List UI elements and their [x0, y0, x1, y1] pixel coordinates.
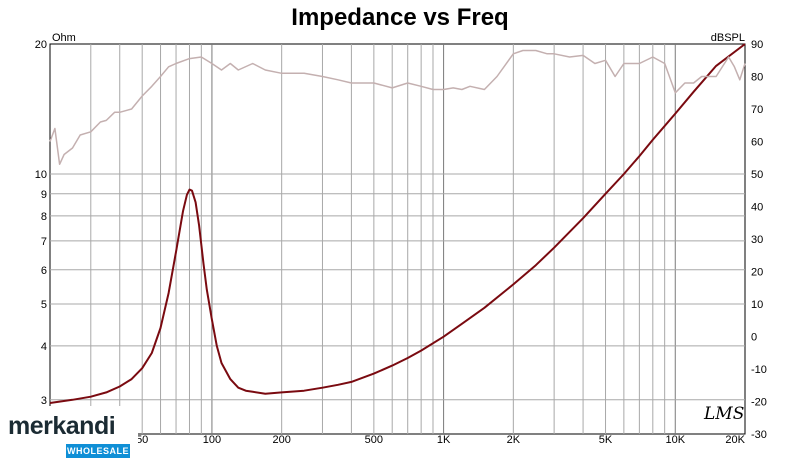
y-right-tick-label: 60 [751, 137, 763, 149]
y-right-tick-label: 10 [751, 299, 763, 311]
y-left-tick-label: 7 [41, 236, 47, 248]
y-left-tick-label: 6 [41, 265, 47, 277]
spl-line [49, 49, 746, 166]
y-left-tick-label: 5 [41, 299, 47, 311]
y-right-tick-label: 30 [751, 234, 763, 246]
logo-subtitle: WHOLESALE [66, 444, 130, 458]
impedance-line [49, 43, 746, 404]
y-right-tick-label: -30 [751, 429, 767, 441]
x-tick-label: 2K [507, 434, 521, 446]
y-right-tick-label: 0 [751, 332, 757, 344]
plot-frame [49, 43, 746, 435]
y-left-tick-label: 9 [41, 189, 47, 201]
y-right-tick-label: 20 [751, 267, 763, 279]
y-right-tick-label: 70 [751, 104, 763, 116]
y-left-tick-label: 4 [41, 341, 47, 353]
y-right-unit: dBSPL [711, 32, 745, 44]
x-tick-label: 500 [365, 434, 383, 446]
y-left-tick-label: 8 [41, 211, 47, 223]
y-left-tick-label: 20 [35, 39, 47, 51]
x-tick-label: 5K [599, 434, 613, 446]
x-tick-label: 10K [665, 434, 685, 446]
x-tick-label: 200 [272, 434, 290, 446]
x-tick-label: 1K [437, 434, 451, 446]
lms-signature: LMS [704, 404, 745, 424]
y-right-tick-label: 80 [751, 72, 763, 84]
y-left-tick-label: 3 [41, 395, 47, 407]
x-tick-label: 100 [203, 434, 221, 446]
y-right-tick-label: 40 [751, 202, 763, 214]
series-lines [49, 43, 746, 404]
y-right-tick-label: -20 [751, 397, 767, 409]
merkandi-logo: merkandi WHOLESALE [0, 406, 138, 462]
grid-lines [50, 44, 745, 434]
x-tick-label: 20K [725, 434, 745, 446]
chart-title: Impedance vs Freq [291, 4, 509, 31]
y-right-tick-label: 50 [751, 169, 763, 181]
y-left-unit: Ohm [52, 32, 76, 44]
y-right-tick-label: 90 [751, 39, 763, 51]
x-tick-label: 50 [136, 434, 148, 446]
y-right-tick-label: -10 [751, 364, 767, 376]
logo-name: merkandi [8, 412, 116, 440]
y-left-tick-label: 10 [35, 169, 47, 181]
